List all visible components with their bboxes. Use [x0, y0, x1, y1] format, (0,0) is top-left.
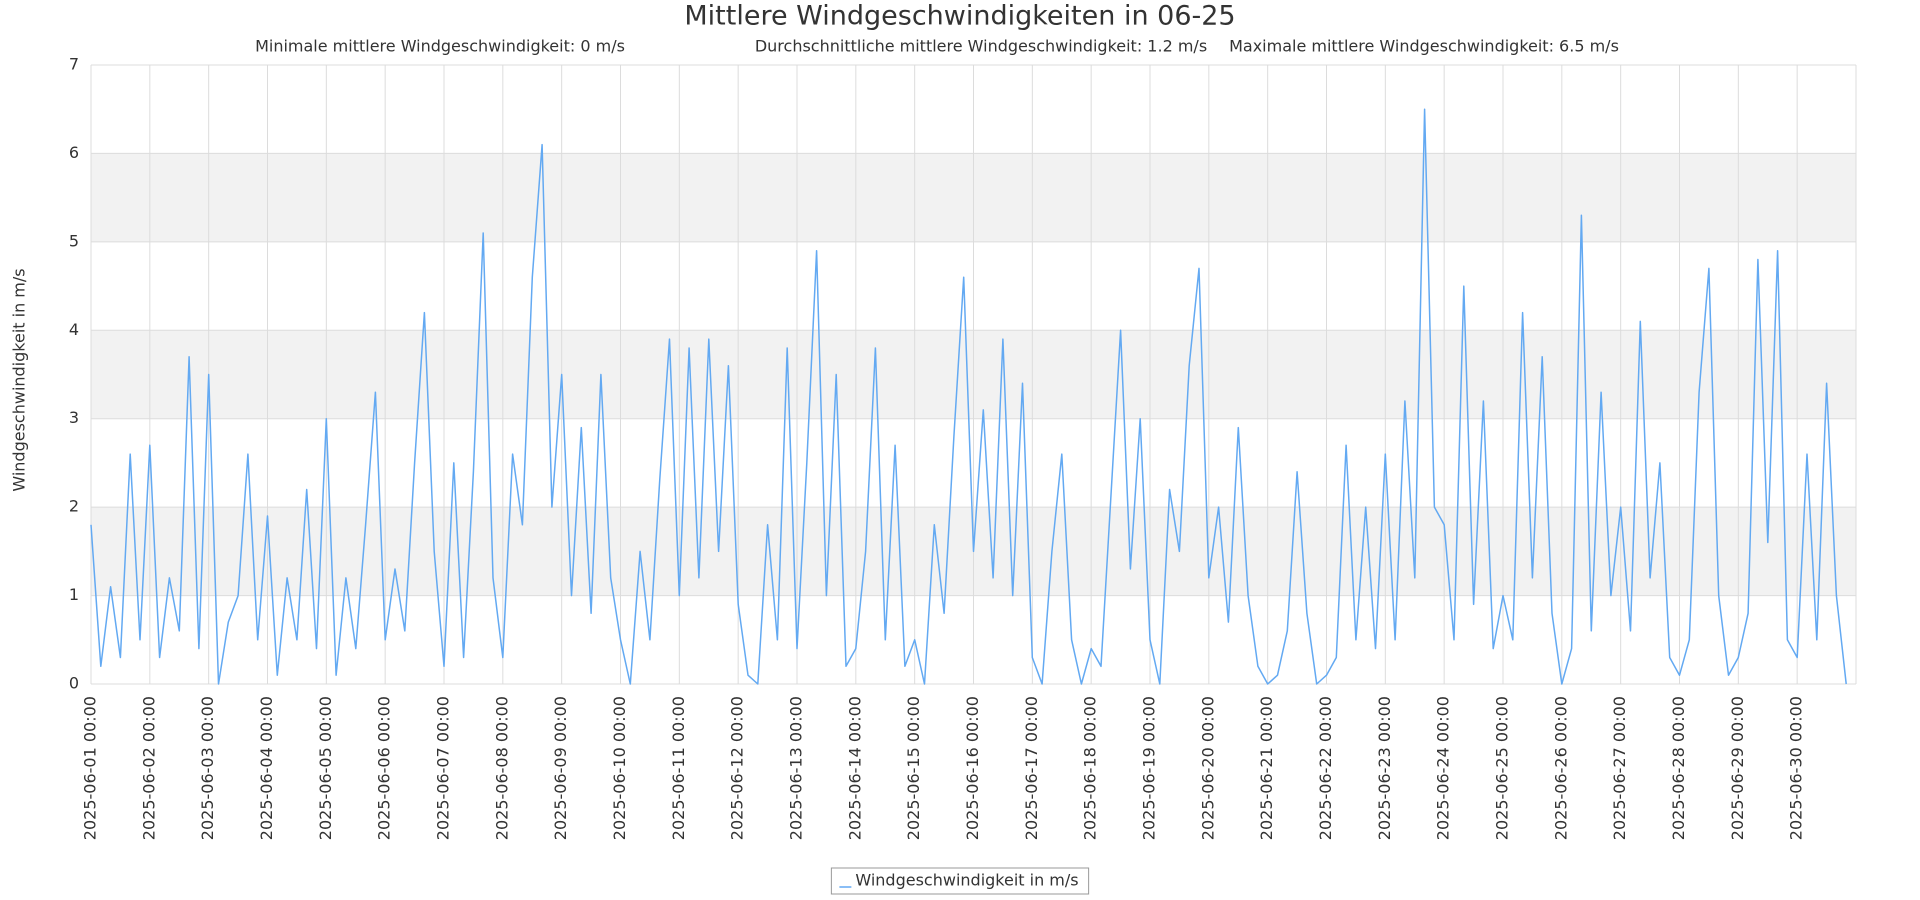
x-tick-label: 2025-06-05 00:00	[316, 696, 335, 840]
x-tick-label: 2025-06-12 00:00	[728, 696, 747, 840]
x-tick-label: 2025-06-02 00:00	[139, 696, 158, 840]
x-tick-label: 2025-06-16 00:00	[963, 696, 982, 840]
x-tick-label: 2025-06-09 00:00	[551, 696, 570, 840]
x-tick-label: 2025-06-06 00:00	[375, 696, 394, 840]
x-tick-label: 2025-06-18 00:00	[1081, 696, 1100, 840]
x-tick-label: 2025-06-23 00:00	[1375, 696, 1394, 840]
x-tick-label: 2025-06-22 00:00	[1316, 696, 1335, 840]
x-tick-label: 2025-06-04 00:00	[257, 696, 276, 840]
x-tick-label: 2025-06-08 00:00	[492, 696, 511, 840]
x-tick-label: 2025-06-17 00:00	[1022, 696, 1041, 840]
y-tick-label: 6	[69, 143, 79, 162]
x-tick-label: 2025-06-27 00:00	[1610, 696, 1629, 840]
x-tick-label: 2025-06-24 00:00	[1434, 696, 1453, 840]
y-tick-label: 4	[69, 320, 79, 339]
x-tick-label: 2025-06-28 00:00	[1669, 696, 1688, 840]
y-tick-label: 3	[69, 408, 79, 427]
x-tick-label: 2025-06-11 00:00	[669, 696, 688, 840]
x-tick-label: 2025-06-13 00:00	[787, 696, 806, 840]
x-tick-label: 2025-06-20 00:00	[1198, 696, 1217, 840]
legend-box	[830, 867, 1090, 895]
x-tick-label: 2025-06-01 00:00	[81, 696, 100, 840]
x-tick-label: 2025-06-03 00:00	[198, 696, 217, 840]
x-tick-label: 2025-06-15 00:00	[904, 696, 923, 840]
x-tick-label: 2025-06-30 00:00	[1787, 696, 1806, 840]
legend: Windgeschwindigkeit in m/s	[830, 867, 1090, 895]
x-tick-label: 2025-06-26 00:00	[1551, 696, 1570, 840]
x-tick-label: 2025-06-07 00:00	[434, 696, 453, 840]
chart-title: Mittlere Windgeschwindigkeiten in 06-25	[684, 1, 1235, 32]
x-tick-label: 2025-06-10 00:00	[610, 696, 629, 840]
x-tick-label: 2025-06-21 00:00	[1257, 696, 1276, 840]
y-tick-label: 5	[69, 231, 79, 250]
y-axis-label: Windgeschwindigkeit in m/s	[10, 268, 29, 491]
y-tick-label: 7	[69, 55, 79, 74]
x-tick-label: 2025-06-29 00:00	[1728, 696, 1747, 840]
x-tick-label: 2025-06-19 00:00	[1140, 696, 1159, 840]
y-tick-label: 1	[69, 585, 79, 604]
subtitle: Durchschnittliche mittlere Windgeschwind…	[755, 37, 1207, 56]
legend-label: Windgeschwindigkeit in m/s	[855, 871, 1078, 890]
subtitle: Minimale mittlere Windgeschwindigkeit: 0…	[255, 37, 625, 56]
line-series	[90, 108, 1847, 685]
subtitle: Maximale mittlere Windgeschwindigkeit: 6…	[1229, 37, 1619, 56]
y-tick-label: 0	[69, 674, 79, 693]
x-tick-label: 2025-06-14 00:00	[845, 696, 864, 840]
y-tick-label: 2	[69, 497, 79, 516]
x-tick-label: 2025-06-25 00:00	[1493, 696, 1512, 840]
